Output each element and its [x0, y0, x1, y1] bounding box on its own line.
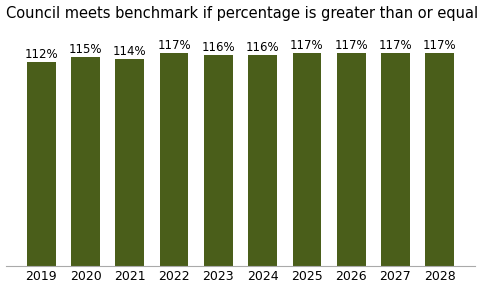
Bar — [159, 53, 188, 266]
Bar — [380, 53, 409, 266]
Text: Council meets benchmark if percentage is greater than or equal to 100%: Council meets benchmark if percentage is… — [6, 5, 480, 21]
Bar — [292, 53, 321, 266]
Bar — [27, 62, 56, 266]
Text: 116%: 116% — [201, 41, 235, 54]
Text: 115%: 115% — [69, 43, 102, 56]
Bar — [424, 53, 453, 266]
Bar — [71, 57, 100, 266]
Text: 117%: 117% — [289, 39, 323, 52]
Bar — [115, 59, 144, 266]
Bar — [204, 55, 232, 266]
Bar — [336, 53, 365, 266]
Text: 117%: 117% — [157, 39, 191, 52]
Text: 114%: 114% — [113, 45, 146, 58]
Bar — [248, 55, 276, 266]
Text: 116%: 116% — [245, 41, 279, 54]
Text: 117%: 117% — [334, 39, 367, 52]
Text: 117%: 117% — [422, 39, 456, 52]
Text: 117%: 117% — [378, 39, 411, 52]
Text: 112%: 112% — [24, 48, 58, 61]
